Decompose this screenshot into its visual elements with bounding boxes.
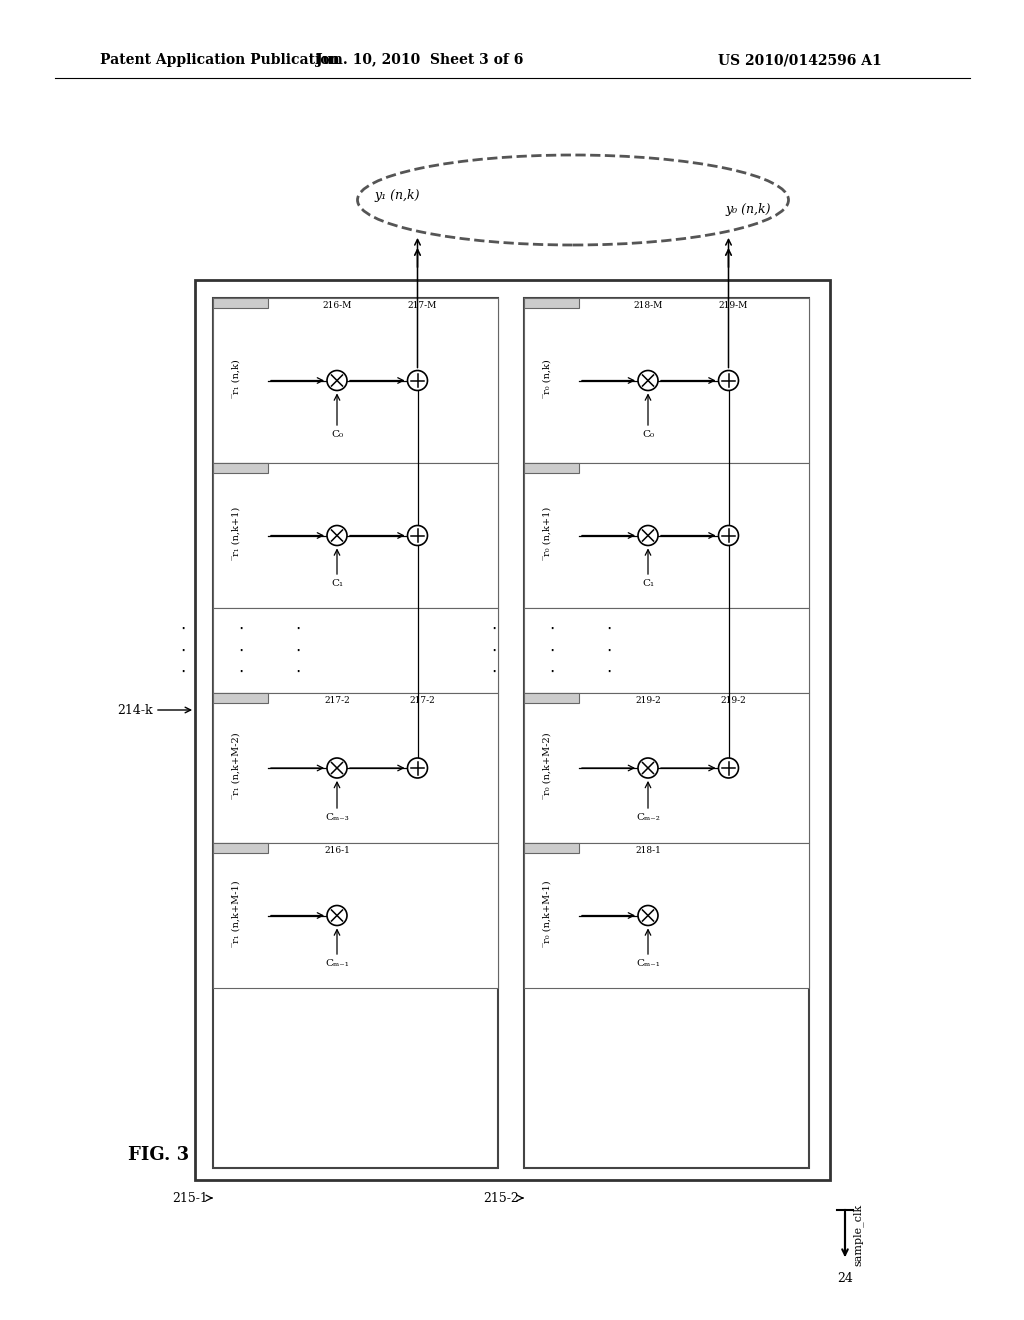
Text: ⋅: ⋅: [606, 642, 611, 660]
Text: 218-1: 218-1: [635, 846, 660, 855]
Circle shape: [719, 371, 738, 391]
Text: C₁: C₁: [331, 579, 343, 587]
Text: ⋅: ⋅: [295, 642, 301, 660]
Text: ⋅: ⋅: [492, 663, 497, 681]
Circle shape: [719, 525, 738, 545]
Text: ⋅: ⋅: [606, 663, 611, 681]
Text: ⋅: ⋅: [295, 663, 301, 681]
Bar: [524, 843, 579, 853]
Bar: [213, 298, 498, 463]
Text: C₀: C₀: [642, 430, 654, 440]
Text: 216-M: 216-M: [323, 301, 351, 310]
Circle shape: [408, 758, 427, 777]
Bar: [524, 298, 809, 1168]
Text: y₁ (n,k): y₁ (n,k): [375, 189, 420, 202]
Text: 217-2: 217-2: [410, 696, 435, 705]
Bar: [213, 298, 268, 308]
Text: ⋅: ⋅: [238, 620, 243, 639]
Text: ⋅: ⋅: [180, 663, 185, 681]
Bar: [524, 463, 579, 473]
Bar: [213, 693, 268, 704]
Circle shape: [408, 525, 427, 545]
Text: ̅r₁ (n,k): ̅r₁ (n,k): [236, 363, 245, 397]
Text: Cₘ₋₃: Cₘ₋₃: [326, 813, 349, 822]
Bar: [213, 298, 498, 1168]
Text: sample_clk: sample_clk: [853, 1204, 863, 1266]
Text: ⋅: ⋅: [549, 620, 554, 639]
Text: C₁: C₁: [642, 579, 654, 587]
Text: Cₘ₋₁: Cₘ₋₁: [325, 960, 349, 968]
Circle shape: [638, 906, 658, 925]
Bar: [213, 843, 498, 987]
Circle shape: [327, 371, 347, 391]
Text: ̅r₁ (n,k+M-2): ̅r₁ (n,k+M-2): [236, 737, 245, 800]
Text: ̅r₁ (n,k+1): ̅r₁ (n,k+1): [236, 511, 245, 560]
Text: 219-2: 219-2: [721, 696, 746, 705]
Circle shape: [719, 758, 738, 777]
Text: ⋅: ⋅: [180, 642, 185, 660]
Circle shape: [327, 525, 347, 545]
Bar: [213, 463, 268, 473]
Text: ⋅: ⋅: [492, 642, 497, 660]
Text: y₀ (n,k): y₀ (n,k): [726, 203, 771, 216]
Bar: [524, 298, 579, 308]
Circle shape: [638, 758, 658, 777]
Text: Jun. 10, 2010  Sheet 3 of 6: Jun. 10, 2010 Sheet 3 of 6: [316, 53, 523, 67]
Bar: [195, 280, 830, 1180]
Bar: [213, 609, 498, 693]
Text: ⋅: ⋅: [238, 642, 243, 660]
Text: 24: 24: [837, 1271, 853, 1284]
Text: Cₘ₋₁: Cₘ₋₁: [636, 960, 659, 968]
Text: ⋅: ⋅: [180, 620, 185, 639]
Bar: [524, 693, 579, 704]
Bar: [524, 843, 809, 987]
Circle shape: [408, 371, 427, 391]
Text: ̅r₀ (n,k): ̅r₀ (n,k): [547, 363, 556, 397]
Bar: [213, 693, 498, 843]
Bar: [213, 463, 498, 609]
Circle shape: [327, 906, 347, 925]
Bar: [213, 843, 268, 853]
Text: 219-2: 219-2: [635, 696, 660, 705]
Text: 216-1: 216-1: [324, 846, 350, 855]
Text: ⋅: ⋅: [295, 620, 301, 639]
Text: FIG. 3: FIG. 3: [128, 1146, 189, 1164]
Text: Cₘ₋₂: Cₘ₋₂: [636, 813, 659, 822]
Text: US 2010/0142596 A1: US 2010/0142596 A1: [718, 53, 882, 67]
Text: 214-k: 214-k: [118, 704, 153, 717]
Bar: [524, 298, 809, 463]
Bar: [524, 693, 809, 843]
Text: ̅r₀ (n,k+M-2): ̅r₀ (n,k+M-2): [547, 737, 556, 800]
Text: ̅r₀ (n,k+M-1): ̅r₀ (n,k+M-1): [547, 884, 556, 946]
Text: ⋅: ⋅: [549, 663, 554, 681]
Text: ̅r₁ (n,k+M-1): ̅r₁ (n,k+M-1): [236, 884, 245, 946]
Text: 215-1: 215-1: [172, 1192, 208, 1204]
Text: 217-M: 217-M: [408, 301, 437, 310]
Text: 219-M: 219-M: [719, 301, 749, 310]
Circle shape: [638, 525, 658, 545]
Text: ⋅: ⋅: [606, 620, 611, 639]
Text: 217-2: 217-2: [325, 696, 350, 705]
Text: ⋅: ⋅: [238, 663, 243, 681]
Text: C₀: C₀: [331, 430, 343, 440]
Bar: [524, 463, 809, 609]
Text: 218-M: 218-M: [633, 301, 663, 310]
Text: 215-2: 215-2: [483, 1192, 519, 1204]
Circle shape: [638, 371, 658, 391]
Bar: [524, 609, 809, 693]
Text: Patent Application Publication: Patent Application Publication: [100, 53, 340, 67]
Text: ⋅: ⋅: [492, 620, 497, 639]
Circle shape: [327, 758, 347, 777]
Text: ⋅: ⋅: [549, 642, 554, 660]
Text: ̅r₀ (n,k+1): ̅r₀ (n,k+1): [547, 511, 556, 560]
